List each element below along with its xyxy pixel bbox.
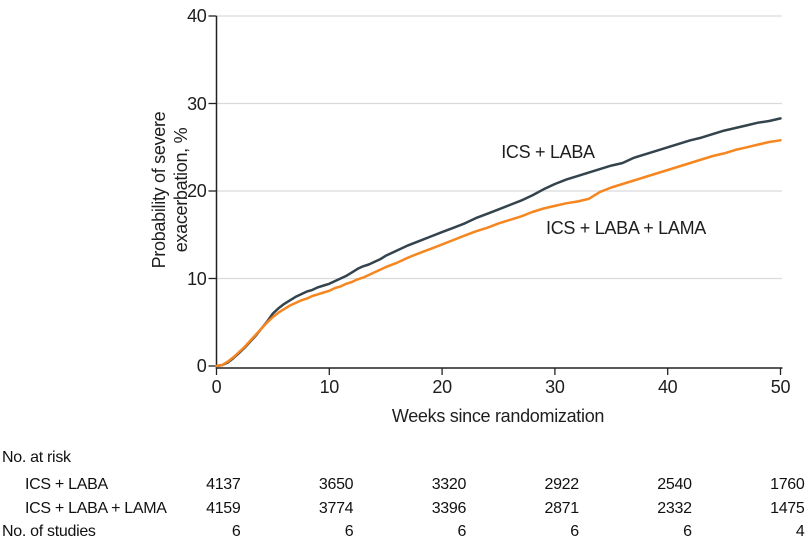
risk-value: 1475 [770,500,805,517]
risk-value: 1760 [770,476,805,493]
risk-value: 2922 [544,476,579,493]
risk-value: 3650 [318,476,354,493]
ics-laba-lama-curve [215,139,782,368]
y-tick-label-10: 10 [187,268,207,289]
risk-value: 4159 [206,500,241,517]
y-tick-label-30: 30 [187,93,207,114]
studies-value: 4 [795,523,805,540]
x-tick-label-30: 30 [545,377,565,397]
risk-value: 2540 [657,476,692,493]
y-tick-label-0: 0 [196,356,207,376]
x-tick-label-20: 20 [432,377,452,397]
risk-value: 2871 [544,500,579,517]
studies-value: 6 [570,523,579,540]
risk-value: 2332 [657,500,692,517]
risk-value: 3320 [431,476,467,493]
curve-label-ics-laba-lama: ICS + LABA + LAMA [546,218,706,238]
risk-value: 4137 [206,476,241,493]
studies-value: 6 [457,523,467,540]
studies-value: 6 [231,523,241,540]
risk-row-label: ICS + LABA + LAMA [25,500,167,517]
studies-value: 6 [344,523,354,540]
studies-row-label: No. of studies [2,523,96,540]
curve-label-ics-laba: ICS + LABA [501,142,595,162]
risk-table-header: No. at risk [2,449,71,466]
studies-value: 6 [683,523,692,540]
x-tick-label-0: 0 [211,377,222,397]
x-axis-title: Weeks since randomization [391,406,605,426]
ics-laba-curve [215,117,782,368]
risk-row-label: ICS + LABA [25,476,108,493]
risk-value: 3774 [318,500,354,517]
risk-value: 3396 [431,500,467,517]
x-tick-label-40: 40 [657,377,678,397]
y-tick-label-40: 40 [187,6,207,26]
x-tick-label-10: 10 [319,377,340,397]
x-tick-label-50: 50 [770,377,791,397]
y-tick-label-20: 20 [187,181,207,201]
